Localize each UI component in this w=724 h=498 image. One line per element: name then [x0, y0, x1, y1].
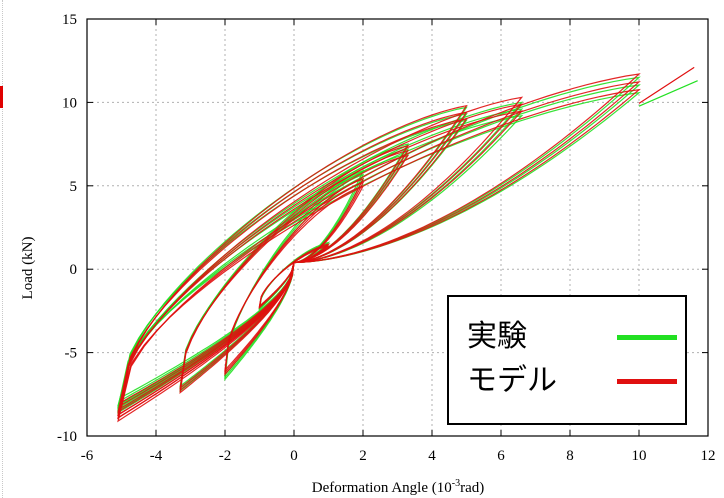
x-tick-label: 8: [566, 448, 574, 464]
x-tick-label: 12: [701, 448, 716, 464]
y-axis-label: Load (kN): [20, 237, 36, 300]
x-tick-label: -4: [150, 448, 163, 464]
edge-marker: [0, 86, 3, 108]
series-model-loop: [224, 178, 365, 377]
series-model-loop: [117, 88, 641, 417]
y-tick-label: -5: [65, 346, 78, 362]
series-model-loop: [179, 149, 410, 392]
legend: 実験 モデル: [447, 295, 687, 425]
legend-label-experiment: 実験: [467, 319, 527, 354]
legend-swatch-experiment: [617, 334, 677, 340]
series-model-loop: [224, 181, 365, 375]
series-experiment-loop: [224, 169, 365, 382]
legend-label-model: モデル: [467, 363, 557, 398]
series-model-loop: [117, 81, 641, 420]
y-tick-label: 10: [62, 95, 77, 111]
y-tick-label: 15: [62, 12, 77, 28]
series-model-loop: [120, 111, 468, 407]
x-tick-label: 0: [290, 448, 298, 464]
y-tick-label: 5: [70, 179, 78, 195]
series-experiment-loop: [120, 113, 468, 402]
series-model-loop: [117, 73, 641, 423]
series-experiment-loop: [224, 173, 365, 379]
y-tick-label: 0: [70, 262, 78, 278]
series-experiment-final: [638, 80, 698, 107]
series-model-loop: [224, 185, 365, 372]
x-tick-label: 4: [428, 448, 436, 464]
y-tick-label: -10: [57, 429, 77, 445]
x-tick-label: -6: [81, 448, 94, 464]
plot-frame: [86, 18, 709, 437]
x-tick-label: -2: [219, 448, 232, 464]
legend-swatch-model: [617, 378, 677, 384]
series-model-loop: [117, 110, 524, 413]
curves: [117, 66, 698, 423]
series-model-loop: [120, 117, 468, 404]
series-model-final: [638, 66, 695, 104]
series-model-loop: [179, 144, 410, 394]
grid: [87, 19, 708, 436]
x-axis-label: Deformation Angle (10-3rad): [312, 478, 484, 496]
x-tick-label: 6: [497, 448, 505, 464]
x-tick-label: 2: [359, 448, 367, 464]
page-border: [2, 0, 3, 498]
legend-item-model: モデル: [467, 363, 677, 399]
x-tick-label: 10: [632, 448, 647, 464]
series-model-loop: [120, 104, 468, 409]
ticks: -6 -4 -2 0 2 4 6 8 10 12 -10 -5 0 5 10 15: [57, 12, 716, 464]
legend-item-experiment: 実験: [467, 319, 677, 355]
